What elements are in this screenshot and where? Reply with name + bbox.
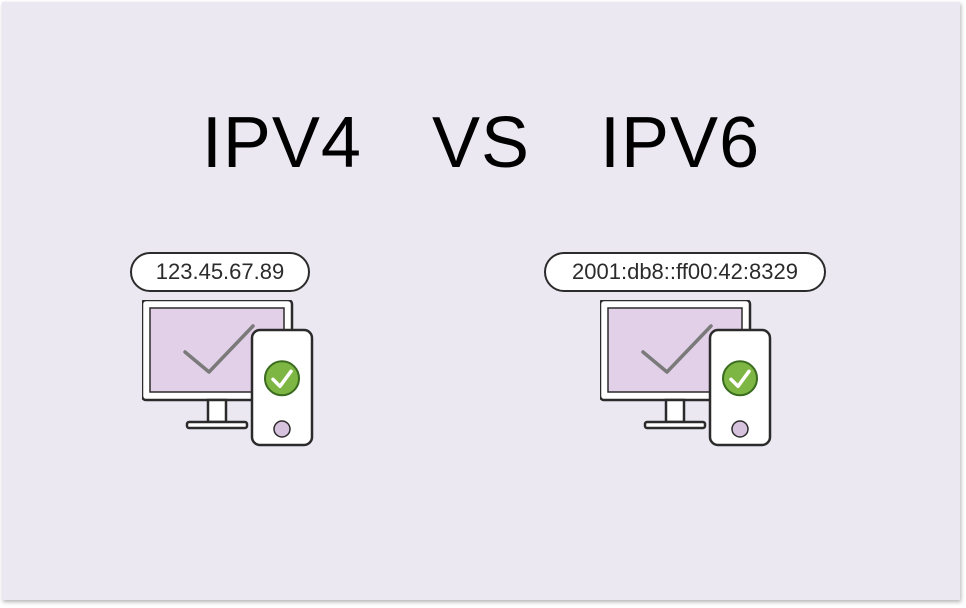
title-row: IPV4 VS IPV6 (2, 102, 960, 184)
ipv6-address-bubble: 2001:db8::ff00:42:8329 (544, 252, 826, 292)
ipv4-address-bubble: 123.45.67.89 (130, 252, 310, 292)
ipv6-address-text: 2001:db8::ff00:42:8329 (572, 259, 798, 285)
ipv6-device-group (600, 300, 820, 457)
infographic-canvas: IPV4 VS IPV6 123.45.67.89 2001:db8::ff00… (2, 2, 960, 600)
title-vs: VS (432, 102, 530, 184)
ipv4-device-group (142, 300, 362, 457)
ipv4-address-text: 123.45.67.89 (156, 259, 284, 285)
device-illustration (600, 300, 830, 452)
title-right: IPV6 (600, 102, 760, 184)
title-left: IPV4 (202, 102, 362, 184)
device-illustration (142, 300, 372, 452)
